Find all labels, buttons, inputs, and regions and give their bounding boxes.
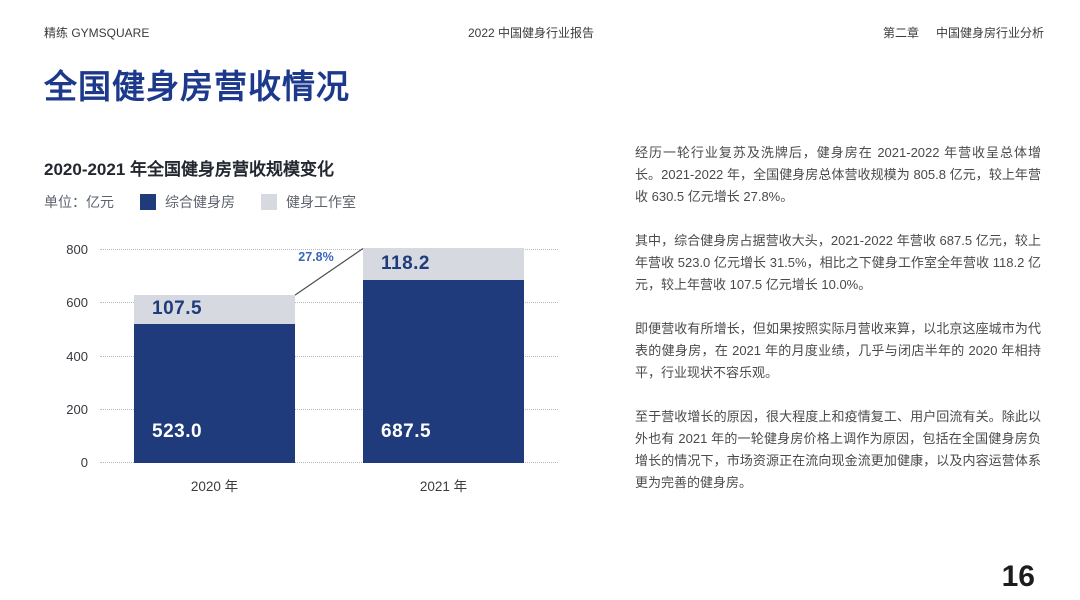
stacked-bar: 687.5 118.2: [363, 248, 524, 463]
article-paragraph: 经历一轮行业复苏及洗牌后，健身房在 2021-2022 年营收呈总体增长。202…: [635, 145, 1041, 204]
x-tick-label: 2021 年: [419, 479, 468, 494]
y-tick-label: 200: [66, 401, 88, 417]
y-tick-label: 0: [80, 455, 88, 470]
page-number: 16: [1001, 560, 1035, 593]
stacked-bar-chart: 0 200 400 600 800 27.8% 523.0 107.5 2020 年 687.…: [44, 242, 602, 494]
unit-label: 单位：亿元: [44, 194, 114, 210]
gridline: [100, 355, 558, 357]
article-text: 经历一轮行业复苏及洗牌后，健身房在 2021-2022 年营收呈总体增长。202…: [635, 142, 1041, 516]
legend-label: 健身工作室: [286, 194, 356, 210]
article-paragraph: 其中，综合健身房占据营收大头，2021-2022 年营收 687.5 亿元，较上…: [635, 233, 1041, 292]
chart-legend: 综合健身房 健身工作室: [140, 192, 356, 212]
chart-panel: 2020-2021 年全国健身房营收规模变化 单位：亿元 综合健身房 健身工作室 …: [44, 155, 618, 515]
bar-value-label: 107.5: [152, 298, 203, 320]
legend-swatch: [261, 194, 277, 210]
chart-legend-row: 单位：亿元 综合健身房 健身工作室: [44, 192, 356, 212]
bar-value-label: 687.5: [381, 421, 432, 442]
bar-value-label: 523.0: [152, 421, 203, 442]
x-tick-label: 2020 年: [190, 479, 239, 494]
chart-plot: 27.8% 523.0 107.5 2020 年 687.5 118.2 2021 年: [100, 247, 558, 494]
page-title: 全国健身房营收情况: [44, 68, 350, 105]
bar-value-label: 118.2: [381, 253, 430, 275]
growth-annotation: 27.8%: [298, 250, 334, 264]
article-paragraph: 即便营收有所增长，但如果按照实际月营收来算，以北京这座城市为代表的健身房，在 2…: [635, 321, 1041, 380]
y-tick-label: 400: [66, 348, 88, 364]
chart-y-axis: 0 200 400 600 800: [44, 242, 88, 470]
article-paragraph: 至于营收增长的原因，很大程度上和疫情复工、用户回流有关。除此以外也有 2021 …: [635, 409, 1041, 490]
y-tick-label: 800: [66, 242, 88, 257]
legend-item: 综合健身房: [140, 192, 235, 212]
bar-segment-main: 523.0: [134, 323, 295, 463]
bar-segment-main: 687.5: [363, 279, 524, 463]
stacked-bar: 523.0 107.5: [134, 295, 295, 463]
gridline: [100, 408, 558, 410]
gridline: [100, 462, 558, 463]
legend-item: 健身工作室: [261, 192, 356, 212]
legend-label: 综合健身房: [165, 194, 235, 210]
bar-segment-top: 118.2: [363, 248, 524, 280]
brand-label: 精练 GYMSQUARE: [44, 26, 150, 40]
y-tick-label: 600: [66, 295, 88, 311]
chapter-info: 第二章 中国健身房行业分析: [883, 24, 1044, 41]
page-header: 精练 GYMSQUARE 2022 中国健身行业报告 第二章 中国健身房行业分析: [44, 24, 1044, 40]
gridline: [100, 302, 558, 304]
report-title: 2022 中国健身行业报告: [467, 26, 595, 40]
chapter-title: 中国健身房行业分析: [935, 26, 1044, 40]
chart-title: 2020-2021 年全国健身房营收规模变化: [44, 160, 335, 179]
bar-segment-top: 107.5: [134, 295, 295, 324]
chapter-number: 第二章: [882, 26, 919, 40]
legend-swatch: [140, 194, 156, 210]
